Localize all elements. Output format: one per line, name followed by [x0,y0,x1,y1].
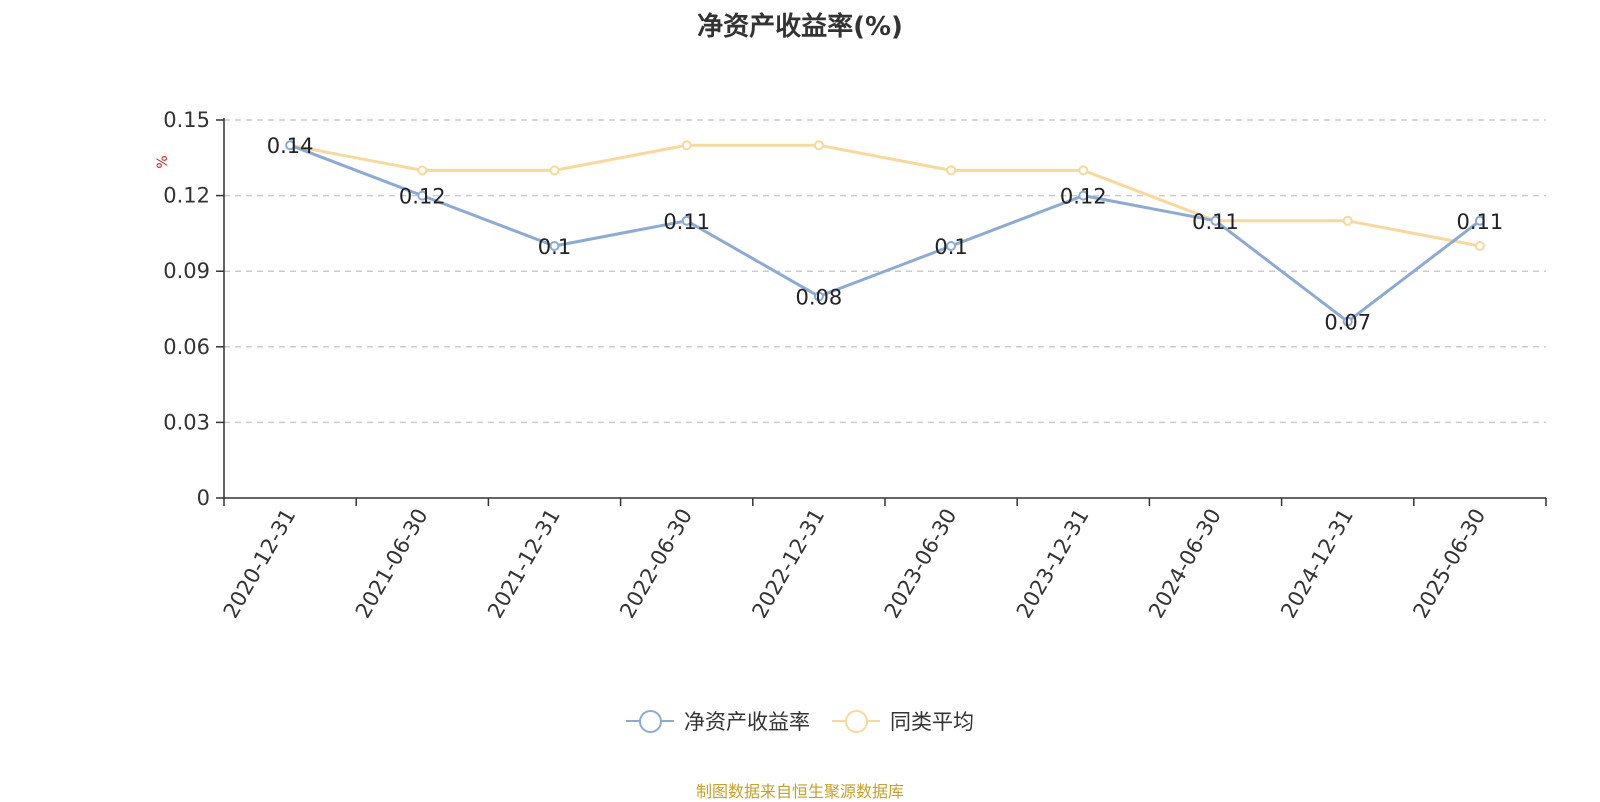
series-1-point [417,165,428,176]
axes: 0 0.03 0.06 0.09 0.12 0.15% 2020-12-31 2021-06-… [155,108,1547,623]
series-layer [285,140,1485,327]
series-1-point [946,165,957,176]
data-label: 0.11 [1457,210,1504,234]
data-label: 0.11 [663,210,710,234]
series-0-point [1210,215,1221,226]
legend-symbol-peer-average [832,709,880,733]
y-axis-label: % [155,155,171,168]
y-tick-label: 0 [197,486,210,510]
series-1-point [1078,165,1089,176]
series-line-0 [289,143,1481,324]
x-tick-label: 2025-06-30 [1408,505,1490,623]
series-0-point [417,190,428,201]
series-0-point [681,215,692,226]
legend-symbol-roe [626,709,674,733]
series-0-point [813,291,824,302]
legend-item-peer-average[interactable]: 同类平均 [832,706,974,736]
x-tick-label: 2024-12-31 [1276,505,1358,623]
data-label: 0.1 [934,235,967,259]
data-labels: 0.14 0.12 0.1 0.11 0.08 0.1 0.12 0.11 0.07 0.11 [267,134,1504,334]
data-label: 0.11 [1192,210,1239,234]
series-0-point [1474,215,1485,226]
series-0-point [1078,190,1089,201]
series-0-point [946,241,957,251]
series-0-point [549,241,560,251]
series-1-point [1474,241,1485,251]
legend: 净资产收益率 同类平均 [0,706,1600,736]
x-tick-label: 2022-12-31 [747,505,829,623]
x-tick-label: 2020-12-31 [219,505,301,623]
x-tick-label: 2024-06-30 [1144,505,1226,623]
series-1-point [549,165,560,176]
series-1-point [681,140,692,151]
legend-item-roe[interactable]: 净资产收益率 [626,706,810,736]
y-tick-label: 0.15 [163,108,210,132]
series-1-point [813,140,824,151]
data-label: 0.1 [538,235,571,259]
x-tick-label: 2023-12-31 [1012,505,1094,623]
series-0-point [285,140,296,151]
data-label: 0.14 [267,134,314,158]
chart-title: 净资产收益率(%) [697,12,903,42]
legend-label-roe: 净资产收益率 [684,710,810,734]
series-line-1 [289,143,1481,248]
legend-label-peer-average: 同类平均 [890,710,974,734]
data-source-footer: 制图数据来自恒生聚源数据库 [695,782,904,801]
y-tick-label: 0.09 [163,259,210,283]
x-tick-label: 2022-06-30 [615,505,697,623]
x-tick-label: 2023-06-30 [880,505,962,623]
x-tick-label: 2021-06-30 [351,505,433,623]
data-label: 0.12 [399,185,446,209]
y-tick-label: 0.06 [163,335,210,359]
data-label: 0.07 [1324,311,1371,335]
x-tick-label: 2021-12-31 [483,505,565,623]
series-0-point [1342,316,1353,327]
series-1-point [1342,215,1353,226]
y-tick-label: 0.03 [163,410,210,434]
y-tick-label: 0.12 [163,184,210,208]
data-label: 0.12 [1060,185,1107,209]
data-label: 0.08 [796,285,843,309]
